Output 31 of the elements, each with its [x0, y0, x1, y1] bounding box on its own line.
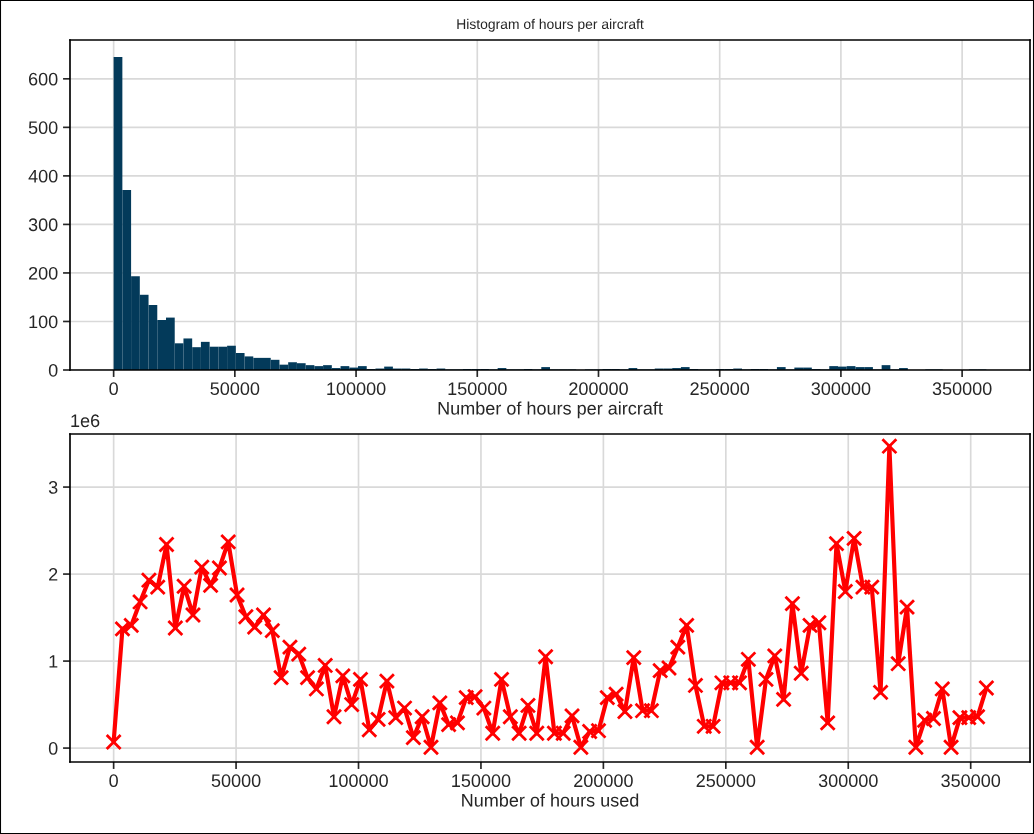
- x-tick-label: 350000: [941, 774, 1001, 788]
- y-tick-label: 300: [28, 218, 58, 232]
- x-tick-label: 0: [109, 382, 118, 396]
- x-axis-title: Number of hours used: [462, 793, 639, 807]
- y-tick-label: 1: [49, 655, 58, 668]
- text: 1e6: [71, 414, 100, 428]
- x-tick-label: 0: [109, 774, 118, 788]
- x-tick-label: 250000: [690, 382, 750, 396]
- y-tick-label: 0: [48, 742, 58, 755]
- x-tick-label: 150000: [452, 774, 511, 788]
- x-tick-label: 200000: [569, 382, 628, 396]
- y-tick-label: 600: [28, 72, 58, 86]
- x-tick-label: 300000: [811, 382, 871, 396]
- y-tick-label: 200: [28, 266, 58, 280]
- y-tick-label: 2: [49, 568, 58, 581]
- x-tick-label: 50000: [210, 382, 260, 396]
- x-tick-label: 100000: [327, 382, 386, 396]
- x-tick-label: 150000: [448, 382, 507, 396]
- x-tick-label: 200000: [574, 774, 633, 788]
- x-axis-title: Number of hours per aircraft: [438, 401, 663, 419]
- x-tick-label: 300000: [818, 774, 878, 788]
- chart-title: Histogram of hours per aircraft: [457, 18, 644, 32]
- x-tick-label: 350000: [932, 382, 992, 396]
- y-tick-label: 400: [28, 169, 58, 183]
- y-tick-label: 500: [28, 121, 58, 135]
- x-tick-label: 100000: [329, 774, 388, 788]
- x-tick-label: 50000: [211, 774, 261, 788]
- y-tick-label: 3: [48, 481, 58, 494]
- x-tick-label: 250000: [696, 774, 756, 788]
- y-tick-label: 0: [48, 363, 58, 377]
- y-tick-label: 100: [29, 315, 58, 329]
